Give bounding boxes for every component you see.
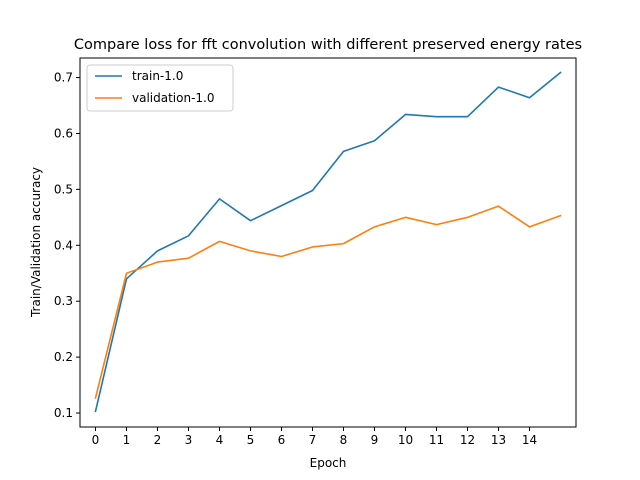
y-axis: 0.1 0.2 0.3 0.4 0.5 0.6 0.7 [54, 71, 80, 420]
x-tick-label: 7 [309, 433, 317, 447]
x-tick-label: 5 [247, 433, 255, 447]
series-line-train-1.0 [94, 71, 562, 413]
x-tick-label: 10 [398, 433, 413, 447]
y-axis-title: Train/Validation accuracy [29, 167, 43, 318]
x-axis: 0 1 2 3 4 5 6 7 8 9 10 11 12 13 14 [92, 427, 537, 447]
plot-area: 0 1 2 3 4 5 6 7 8 9 10 11 12 13 14 0.10.20.30.40.50.60… [54, 57, 577, 447]
x-tick-label: 6 [278, 433, 286, 447]
x-tick-label: 2 [154, 433, 162, 447]
series-line-validation-1.0 [94, 205, 562, 399]
y-tick-label: 0.4 [54, 238, 73, 252]
y-tick-label: 0.3 [54, 294, 73, 308]
x-tick-label: 13 [491, 433, 506, 447]
x-tick-label: 12 [460, 433, 475, 447]
y-tick-label: 0.2 [54, 350, 73, 364]
y-tick-label: 0.1 [54, 406, 73, 420]
legend: train-1.0 validation-1.0 [86, 64, 234, 112]
series-layer [94, 71, 562, 413]
chart-title: Compare loss for fft convolution with di… [74, 37, 582, 53]
legend-label-train-1.0: train-1.0 [132, 69, 183, 83]
x-tick-label: 9 [371, 433, 379, 447]
x-tick-label: 14 [522, 433, 537, 447]
y-tick-label: 0.7 [54, 71, 73, 85]
axes-frame [79, 57, 577, 428]
x-tick-label: 0 [92, 433, 100, 447]
x-tick-label: 4 [216, 433, 224, 447]
legend-label-validation-1.0: validation-1.0 [132, 91, 215, 105]
y-tick-label: 0.6 [54, 126, 73, 140]
x-axis-title: Epoch [310, 456, 347, 470]
x-tick-label: 11 [429, 433, 444, 447]
y-tick-label: 0.5 [54, 182, 73, 196]
legend-box [86, 64, 234, 112]
x-tick-label: 3 [185, 433, 193, 447]
x-tick-label: 1 [123, 433, 131, 447]
x-tick-label: 8 [340, 433, 348, 447]
